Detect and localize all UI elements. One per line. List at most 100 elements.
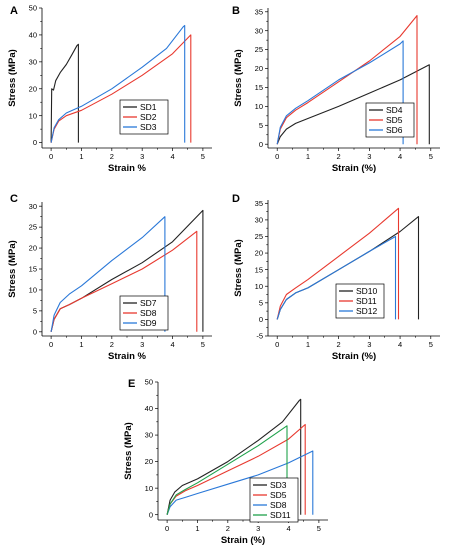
chart-e-x-tick-label: 3: [256, 524, 260, 533]
chart-b-y-tick-label: 35: [255, 7, 263, 16]
chart-c-series-sd9: [50, 216, 166, 332]
chart-c-y-tick-label: 0: [33, 327, 37, 336]
chart-e-series-sd3: [166, 398, 302, 515]
chart-d-x-tick-label: 5: [429, 340, 433, 349]
chart-c-x-tick-label: 2: [110, 340, 114, 349]
chart-b-legend-label: SD6: [386, 125, 403, 135]
chart-c-y-tick-label: 30: [29, 202, 37, 211]
chart-e-y-tick-label: 0: [149, 510, 153, 519]
chart-a-y-tick-label: 10: [29, 111, 37, 120]
chart-d-y-tick-label: 0: [259, 315, 263, 324]
chart-d-x-tick-label: 3: [367, 340, 371, 349]
chart-b-x-tick-label: 0: [275, 152, 279, 161]
chart-e-y-tick-label: 20: [145, 457, 153, 466]
chart-a-x-tick-label: 1: [79, 152, 83, 161]
chart-a-x-tick-label: 0: [49, 152, 53, 161]
chart-c-x-tick-label: 0: [49, 340, 53, 349]
chart-a-legend-label: SD3: [140, 122, 157, 132]
chart-e-series-sd11: [166, 425, 288, 515]
chart-e-legend-label: SD11: [270, 510, 291, 520]
chart-c: C 0 1 2 3 4 5 0 5 10 15 20 25 30 Strain % Stress (MPa) S…: [7, 193, 212, 362]
chart-e-y-tick-label: 10: [145, 484, 153, 493]
chart-a-x-tick-label: 2: [110, 152, 114, 161]
chart-a-x-tick-label: 4: [170, 152, 174, 161]
chart-e-x-tick-label: 4: [286, 524, 290, 533]
chart-d-legend-label: SD12: [356, 306, 378, 316]
chart-b-panel-letter: B: [232, 5, 240, 17]
chart-e-panel-letter: E: [128, 378, 135, 390]
chart-c-y-axis-label: Stress (MPa): [7, 240, 18, 298]
chart-b-x-tick-label: 1: [306, 152, 310, 161]
chart-d-x-tick-label: 4: [398, 340, 402, 349]
chart-e-x-axis-label: Strain (%): [221, 535, 265, 546]
chart-e-y-tick-label: 40: [145, 404, 153, 413]
chart-a-legend-label: SD2: [140, 112, 157, 122]
chart-e-x-tick-label: 0: [165, 524, 169, 533]
chart-e-y-tick-label: 30: [145, 431, 153, 440]
chart-e-y-axis-label: Stress (MPa): [123, 422, 134, 480]
chart-a-x-tick-label: 3: [140, 152, 144, 161]
chart-d-y-tick-label: 30: [255, 216, 263, 225]
chart-a-series-sd2: [50, 34, 192, 143]
chart-d-series-sd12: [276, 235, 397, 320]
chart-e-legend-label: SD5: [270, 490, 287, 500]
chart-d-x-tick-label: 2: [337, 340, 341, 349]
chart-d-y-tick-label: 5: [259, 298, 263, 307]
chart-b-legend-label: SD5: [386, 115, 403, 125]
chart-b: B 0 1 2 3 4 5 0 5 10 15 20 25 30 35 Strain (%) Stress (M…: [232, 5, 440, 174]
chart-d-y-axis-label: Stress (MPa): [233, 239, 244, 297]
chart-d-legend-label: SD10: [356, 286, 378, 296]
chart-e-legend-label: SD8: [270, 500, 287, 510]
chart-c-legend-label: SD9: [140, 318, 157, 328]
chart-e-series-sd8: [166, 450, 314, 515]
chart-a-panel-letter: A: [10, 5, 18, 17]
chart-b-series-sd4: [276, 64, 430, 145]
chart-b-series-sd5: [276, 15, 418, 145]
chart-d-y-tick-label: 35: [255, 199, 263, 208]
chart-a-series-sd3: [50, 24, 186, 143]
chart-d-y-tick-label: 25: [255, 232, 263, 241]
chart-b-y-tick-label: 15: [255, 83, 263, 92]
chart-a-x-tick-label: 5: [201, 152, 205, 161]
chart-c-legend-label: SD7: [140, 298, 157, 308]
chart-c-y-tick-label: 25: [29, 223, 37, 232]
chart-b-legend-label: SD4: [386, 105, 403, 115]
chart-c-panel-letter: C: [10, 193, 18, 205]
chart-c-x-tick-label: 4: [170, 340, 174, 349]
chart-d-y-tick-label: 20: [255, 249, 263, 258]
chart-e-x-tick-label: 2: [226, 524, 230, 533]
chart-a-x-axis-label: Strain %: [108, 163, 147, 174]
chart-c-x-axis-label: Strain %: [108, 351, 147, 362]
chart-b-series-sd6: [276, 40, 404, 145]
chart-b-y-tick-label: 10: [255, 102, 263, 111]
chart-d-x-tick-label: 0: [275, 340, 279, 349]
chart-e-x-tick-label: 1: [195, 524, 199, 533]
chart-e-x-tick-label: 5: [317, 524, 321, 533]
chart-a-y-tick-label: 20: [29, 84, 37, 93]
chart-d-y-tick-label: 10: [255, 282, 263, 291]
chart-e-y-tick-label: 50: [145, 378, 153, 387]
chart-c-y-tick-label: 10: [29, 286, 37, 295]
chart-a-y-tick-label: 40: [29, 31, 37, 40]
chart-b-x-tick-label: 5: [429, 152, 433, 161]
chart-c-y-tick-label: 20: [29, 244, 37, 253]
chart-c-y-tick-label: 5: [33, 306, 37, 315]
chart-b-x-axis-label: Strain (%): [332, 163, 376, 174]
chart-c-y-tick-label: 15: [29, 265, 37, 274]
chart-e-legend-label: SD3: [270, 480, 287, 490]
chart-a-y-axis-label: Stress (MPa): [7, 49, 18, 107]
chart-d-x-tick-label: 1: [306, 340, 310, 349]
chart-b-y-tick-label: 20: [255, 64, 263, 73]
chart-d-panel-letter: D: [232, 193, 240, 205]
chart-c-x-tick-label: 5: [201, 340, 205, 349]
chart-d-series-sd11: [276, 207, 400, 320]
chart-a-y-tick-label: 0: [33, 138, 37, 147]
chart-a-y-tick-label: 50: [29, 4, 37, 13]
